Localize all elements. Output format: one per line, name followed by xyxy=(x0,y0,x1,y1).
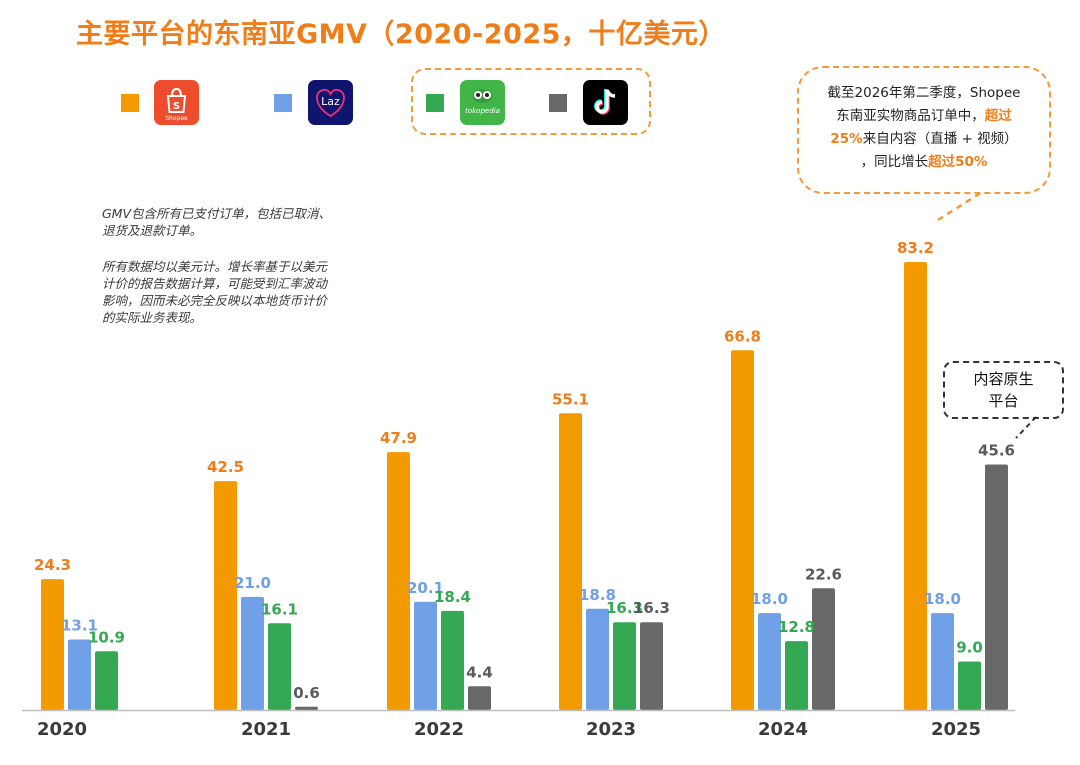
value-label-tokopedia-2020: 10.9 xyxy=(88,628,125,646)
bar-lazada-2024 xyxy=(758,613,781,710)
bar-tokopedia-2022 xyxy=(441,610,464,710)
tokopedia-owl-icon: tokopedia xyxy=(460,80,505,125)
value-label-tokopedia-2024: 12.8 xyxy=(778,618,815,636)
bar-shopee-2022 xyxy=(387,452,410,710)
tokopedia-logo-text: tokopedia xyxy=(465,107,500,115)
callout-highlight: 超过50% xyxy=(928,154,988,170)
x-tick-label-2020: 2020 xyxy=(37,719,87,740)
value-label-shopee-2021: 42.5 xyxy=(207,458,244,476)
value-label-shopee-2025: 83.2 xyxy=(897,239,934,257)
legend-swatch-tokopedia xyxy=(426,94,444,112)
note-gmv-definition: GMV包含所有已支付订单，包括已取消、 退货及退款订单。 xyxy=(102,205,331,239)
bar-shopee-2020 xyxy=(41,579,64,710)
value-label-shopee-2022: 47.9 xyxy=(380,429,417,447)
legend-swatch-shopee xyxy=(121,94,139,112)
value-label-shopee-2020: 24.3 xyxy=(34,556,71,574)
bar-lazada-2023 xyxy=(586,608,609,710)
value-label-shopee-2023: 55.1 xyxy=(552,390,589,408)
x-tick-label-2022: 2022 xyxy=(414,719,464,740)
legend-group-box xyxy=(411,68,651,135)
value-label-lazada-2022: 20.1 xyxy=(407,579,444,597)
shopee-content-callout: 截至2026年第二季度，Shopee 东南亚实物商品订单中，超过 25%来自内容… xyxy=(797,66,1051,194)
bar-tokopedia-2025 xyxy=(958,661,981,710)
note-line: 的实际业务表现。 xyxy=(102,310,203,325)
bar-tokopedia-2023 xyxy=(613,622,636,710)
note-line: 所有数据均以美元计。增长率基于以美元 xyxy=(102,259,328,274)
value-labels-group: 24.3 13.110.9 42.5 21.0 16.1 0.6 47.9 20.118.4 4… xyxy=(34,239,1015,702)
legend-swatch-lazada xyxy=(274,94,292,112)
callout-line: 平台 xyxy=(988,392,1019,410)
callout-line: ，同比增长超过50% xyxy=(860,154,988,170)
bar-shopee-2023 xyxy=(559,413,582,710)
callout-highlight: 25% xyxy=(830,131,863,147)
bar-lazada-2022 xyxy=(414,601,437,710)
bar-shopee-2024 xyxy=(731,350,754,710)
callout-line: 25%来自内容（直播 + 视频） xyxy=(830,131,1018,147)
value-label-lazada-2023: 18.8 xyxy=(579,586,616,604)
bar-shopee-2025 xyxy=(904,262,927,710)
x-tick-label-2023: 2023 xyxy=(586,719,636,740)
lazada-heart-icon: Laz xyxy=(308,80,353,125)
bar-lazada-2020 xyxy=(68,639,91,710)
callout-line: 截至2026年第二季度，Shopee xyxy=(827,85,1021,101)
legend-swatch-tiktok xyxy=(549,94,567,112)
value-label-shopee-2024: 66.8 xyxy=(724,327,761,345)
value-label-tiktok-2025: 45.6 xyxy=(978,441,1015,459)
note-line: GMV包含所有已支付订单，包括已取消、 xyxy=(102,206,332,221)
native-callout-tail xyxy=(1015,416,1037,439)
bar-tiktok-2025 xyxy=(985,464,1008,710)
note-line: 退货及退款订单。 xyxy=(102,223,203,238)
callout-highlight: 超过 xyxy=(984,108,1012,124)
value-label-tiktok-2024: 22.6 xyxy=(805,565,842,583)
shopee-logo-text: Shopee xyxy=(165,115,188,122)
value-label-tokopedia-2025: 9.0 xyxy=(956,639,983,657)
note-line: 计价的报告数据计算，可能受到汇率波动 xyxy=(102,276,328,291)
bar-tokopedia-2020 xyxy=(95,651,118,710)
note-currency: 所有数据均以美元计。增长率基于以美元 计价的报告数据计算，可能受到汇率波动 影响… xyxy=(102,258,327,326)
value-label-tokopedia-2023: 16.3 xyxy=(606,599,643,617)
value-label-lazada-2025: 18.0 xyxy=(924,590,961,608)
value-label-tiktok-2021: 0.6 xyxy=(293,684,320,702)
bar-shopee-2021 xyxy=(214,481,237,710)
bar-tiktok-2022 xyxy=(468,686,491,710)
lazada-logo-text: Laz xyxy=(321,95,340,108)
note-line: 影响，因而未必完全反映以本地货币计价 xyxy=(102,293,328,308)
bar-tokopedia-2021 xyxy=(268,623,291,710)
bar-lazada-2021 xyxy=(241,596,264,710)
bar-tiktok-2023 xyxy=(640,622,663,710)
x-tick-labels-group: 2020 2021 2022 2023 2024 2025 xyxy=(37,719,981,740)
callout-line: 东南亚实物商品订单中，超过 xyxy=(836,108,1012,124)
x-tick-label-2025: 2025 xyxy=(931,719,981,740)
value-label-tiktok-2023: 16.3 xyxy=(633,599,670,617)
shopee-bag-icon: S Shopee xyxy=(154,80,199,125)
value-label-tokopedia-2021: 16.1 xyxy=(261,600,298,618)
page-title: 主要平台的东南亚GMV（2020-2025，十亿美元） xyxy=(76,19,726,50)
callout-line: 内容原生 xyxy=(973,370,1034,388)
value-label-lazada-2020: 13.1 xyxy=(61,616,98,634)
value-label-tokopedia-2022: 18.4 xyxy=(434,588,471,606)
bar-tiktok-2024 xyxy=(812,588,835,710)
bars-group xyxy=(41,262,1008,710)
svg-text:S: S xyxy=(173,101,180,112)
bar-tokopedia-2024 xyxy=(785,641,808,710)
value-label-lazada-2021: 21.0 xyxy=(234,574,271,592)
tiktok-note-icon xyxy=(583,80,628,125)
bar-tiktok-2021 xyxy=(295,706,318,710)
value-label-lazada-2024: 18.0 xyxy=(751,590,788,608)
shopee-callout-tail xyxy=(937,190,983,222)
x-tick-label-2024: 2024 xyxy=(758,719,808,740)
content-native-callout: 内容原生 平台 xyxy=(943,361,1064,419)
value-label-tiktok-2022: 4.4 xyxy=(466,663,493,681)
x-tick-label-2021: 2021 xyxy=(241,719,291,740)
bar-lazada-2025 xyxy=(931,613,954,710)
